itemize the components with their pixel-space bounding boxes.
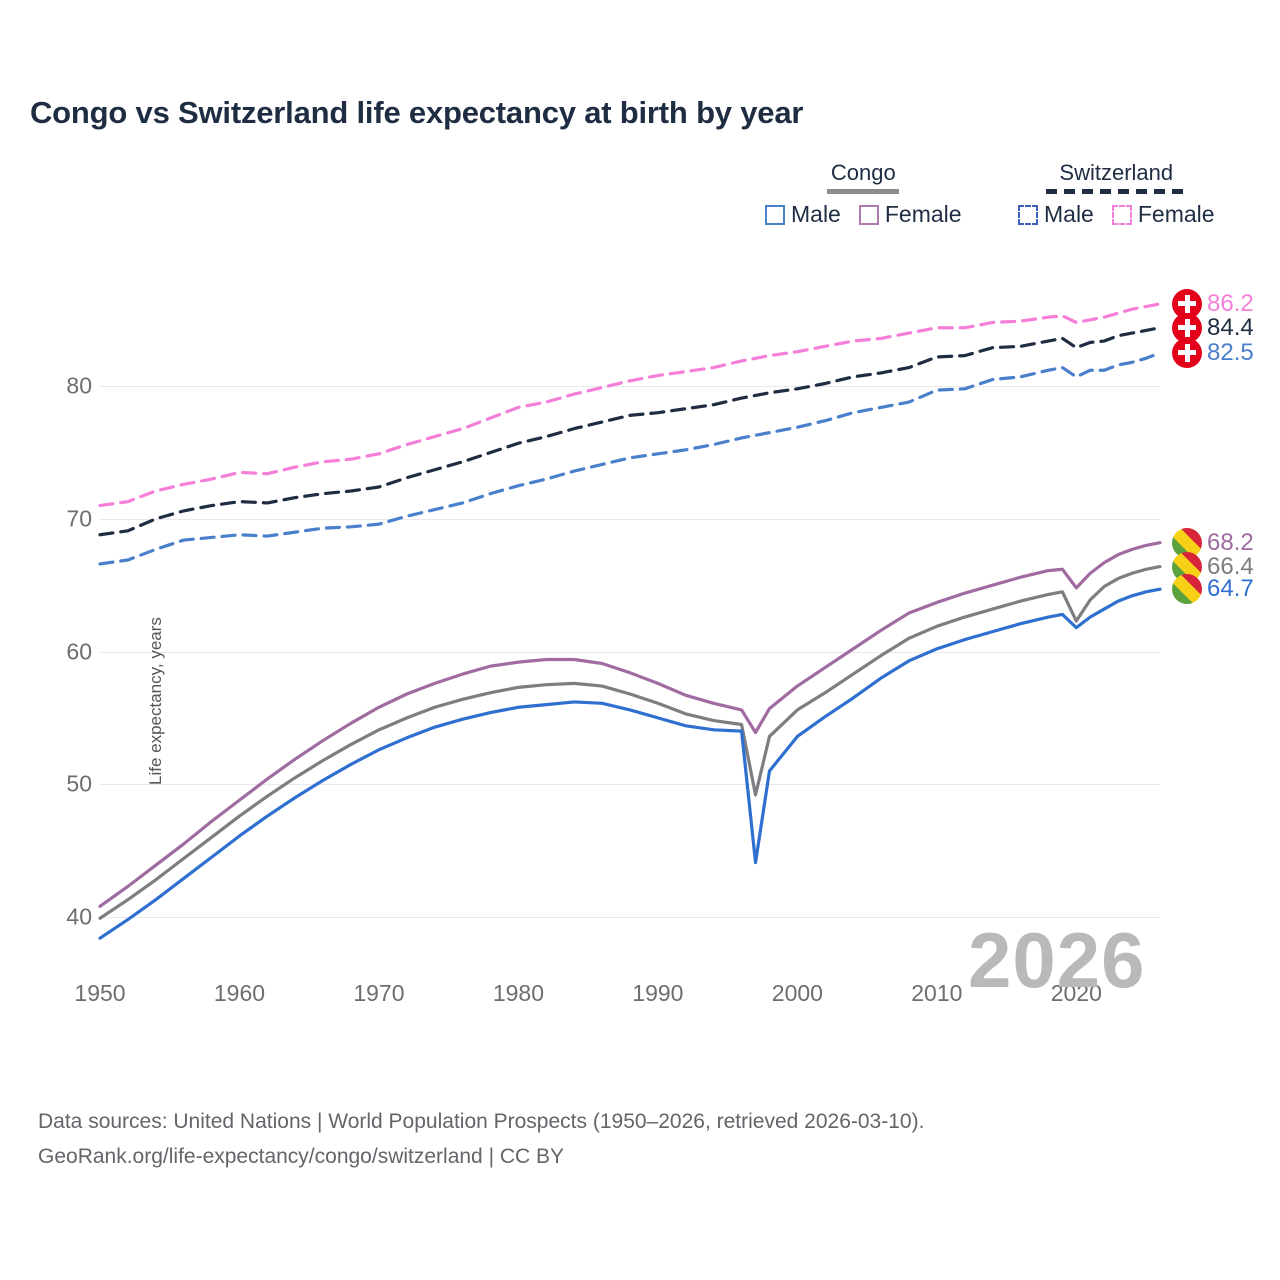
- legend-label-congo-female: Female: [884, 201, 962, 227]
- legend-item-congo-female[interactable]: Female: [858, 201, 962, 228]
- end-label-value: 64.7: [1207, 575, 1254, 603]
- switzerland-flag-icon: [1172, 312, 1202, 343]
- congo-flag-icon: [1172, 574, 1202, 605]
- legend-item-congo-male[interactable]: Male: [765, 201, 841, 228]
- gridline: [100, 651, 1160, 653]
- end-label-congo-total: 66.4: [1172, 551, 1254, 582]
- x-axis-tick: 2020: [1050, 980, 1102, 1006]
- x-axis-tick: 2000: [771, 980, 823, 1006]
- end-label-congo-female: 68.2: [1172, 527, 1254, 558]
- legend-country-congo: Congo: [830, 160, 896, 185]
- series-line: [98, 541, 1162, 908]
- legend-swatch-icon: [1111, 204, 1132, 225]
- end-label-value: 68.2: [1207, 528, 1254, 556]
- legend-item-switzerland-female[interactable]: Female: [1111, 201, 1215, 228]
- legend-swatch-icon: [765, 204, 785, 225]
- legend-group-congo: Congo Male Female: [765, 160, 962, 228]
- page-title: Congo vs Switzerland life expectancy at …: [30, 95, 804, 130]
- legend-swatch-icon: [858, 204, 879, 225]
- series-line: [98, 587, 1162, 940]
- legend-rule-switzerland: [1046, 189, 1187, 194]
- gridline: [100, 784, 1160, 786]
- gridline: [100, 518, 1160, 520]
- x-axis-tick: 1990: [632, 980, 684, 1006]
- end-label-congo-male: 64.7: [1172, 574, 1254, 605]
- x-axis-tick: 2010: [911, 980, 963, 1006]
- series-line: [98, 351, 1162, 566]
- legend-label-congo-male: Male: [791, 201, 841, 227]
- end-label-value: 66.4: [1207, 552, 1254, 580]
- footer: Data sources: United Nations | World Pop…: [38, 1105, 1238, 1174]
- end-label-value: 82.5: [1207, 338, 1254, 366]
- y-axis-tick: 50: [66, 770, 92, 797]
- end-label-switzerland-female: 86.2: [1172, 288, 1254, 319]
- y-axis-label: Life expectancy, years: [146, 617, 165, 785]
- series-line: [98, 302, 1162, 508]
- series-lines: [98, 302, 1162, 940]
- switzerland-flag-icon: [1172, 337, 1202, 368]
- end-label-value: 86.2: [1207, 289, 1254, 317]
- x-axis-tick: 1970: [353, 980, 405, 1006]
- footer-line-sources: Data sources: United Nations | World Pop…: [38, 1110, 925, 1133]
- gridline: [100, 386, 1160, 388]
- series-line: [98, 565, 1162, 920]
- x-axis-tick: 1960: [213, 980, 266, 1006]
- footer-line-url: GeoRank.org/life-expectancy/congo/switze…: [38, 1144, 565, 1168]
- x-axis-tick: 1980: [492, 980, 544, 1006]
- end-label-value: 84.4: [1207, 313, 1254, 341]
- end-label-switzerland-male: 82.5: [1172, 337, 1254, 368]
- y-axis-tick: 70: [66, 505, 92, 532]
- y-axis-tick: 40: [66, 903, 92, 930]
- y-axis-tick: 80: [66, 372, 92, 399]
- end-label-switzerland-total: 84.4: [1172, 312, 1254, 343]
- plot-area: 40 50 60 70 80 1950 1960 1970 1980 1990 2000 2010 2…: [66, 280, 1162, 1006]
- year-watermark: 2026: [968, 916, 1146, 1004]
- legend-country-switzerland: Switzerland: [1059, 160, 1174, 185]
- x-axis-tick: 1950: [74, 980, 126, 1006]
- legend-label-switzerland-male: Male: [1044, 201, 1094, 227]
- chart-legend: Congo Male Female Switzerland Male: [760, 160, 1260, 245]
- legend-swatch-icon: [1018, 204, 1038, 225]
- legend-item-switzerland-male[interactable]: Male: [1018, 201, 1094, 228]
- y-axis-tick: 60: [66, 638, 92, 665]
- gridline: [100, 916, 1160, 918]
- legend-label-switzerland-female: Female: [1137, 201, 1215, 227]
- legend-group-switzerland: Switzerland Male Female: [1018, 160, 1215, 228]
- legend-rule-congo: [827, 189, 900, 194]
- series-line: [98, 326, 1162, 537]
